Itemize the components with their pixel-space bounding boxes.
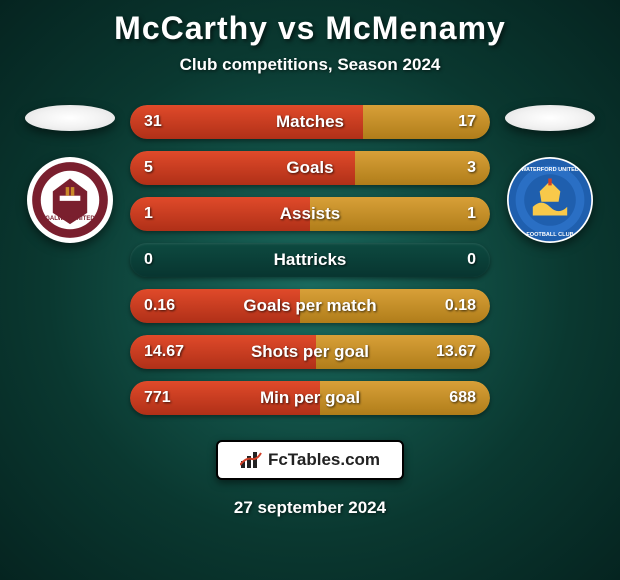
club-badge-right: WATERFORD UNITED FOOTBALL CLUB	[507, 157, 593, 243]
stat-label-row: 0.16 Goals per match 0.18	[130, 289, 490, 323]
main-row: GALWAY UNITED 31Matches175Goals31Assists…	[0, 105, 620, 415]
stat-value-left: 14.67	[144, 343, 184, 361]
stat-value-right: 17	[458, 113, 476, 131]
date-label: 27 september 2024	[234, 498, 386, 518]
stat-row: 0.16 Goals per match 0.18	[130, 289, 490, 323]
stat-value-left: 0	[144, 251, 153, 269]
waterford-united-crest-icon: WATERFORD UNITED FOOTBALL CLUB	[507, 157, 593, 243]
stat-value-right: 0.18	[445, 297, 476, 315]
stat-value-right: 1	[467, 205, 476, 223]
club-badge-left: GALWAY UNITED	[27, 157, 113, 243]
stat-row: 0 Hattricks 0	[130, 243, 490, 277]
stat-label-row: 1 Assists 1	[130, 197, 490, 231]
stat-value-left: 5	[144, 159, 153, 177]
stat-value-right: 13.67	[436, 343, 476, 361]
stat-value-left: 31	[144, 113, 162, 131]
svg-text:WATERFORD UNITED: WATERFORD UNITED	[521, 167, 579, 173]
stat-value-left: 1	[144, 205, 153, 223]
left-side: GALWAY UNITED	[20, 105, 120, 243]
stat-value-right: 0	[467, 251, 476, 269]
right-side: WATERFORD UNITED FOOTBALL CLUB	[500, 105, 600, 243]
stat-name: Matches	[276, 112, 344, 132]
player-right-avatar	[505, 105, 595, 131]
page-title: McCarthy vs McMenamy	[0, 10, 620, 47]
stat-value-left: 771	[144, 389, 171, 407]
stat-value-left: 0.16	[144, 297, 175, 315]
comparison-card: McCarthy vs McMenamy Club competitions, …	[0, 0, 620, 580]
stat-row: 31 Matches 17	[130, 105, 490, 139]
player-left-avatar	[25, 105, 115, 131]
stat-name: Hattricks	[274, 250, 347, 270]
stats-bars: 31Matches175Goals31Assists10Hattricks00.…	[130, 105, 490, 415]
stat-row: 5 Goals 3	[130, 151, 490, 185]
galway-united-crest-icon: GALWAY UNITED	[27, 157, 113, 243]
stat-name: Min per goal	[260, 388, 360, 408]
brand-badge[interactable]: FcTables.com	[216, 440, 404, 480]
stat-value-right: 688	[449, 389, 476, 407]
bar-chart-icon	[240, 451, 262, 469]
footer: FcTables.com 27 september 2024	[0, 440, 620, 518]
page-subtitle: Club competitions, Season 2024	[0, 55, 620, 75]
stat-name: Assists	[280, 204, 340, 224]
stat-name: Goals	[286, 158, 333, 178]
stat-row: 1 Assists 1	[130, 197, 490, 231]
stat-label-row: 5 Goals 3	[130, 151, 490, 185]
stat-value-right: 3	[467, 159, 476, 177]
svg-text:FOOTBALL CLUB: FOOTBALL CLUB	[526, 232, 573, 238]
stat-name: Goals per match	[243, 296, 376, 316]
brand-text: FcTables.com	[268, 450, 380, 470]
stat-label-row: 31 Matches 17	[130, 105, 490, 139]
stat-label-row: 14.67 Shots per goal 13.67	[130, 335, 490, 369]
stat-label-row: 0 Hattricks 0	[130, 243, 490, 277]
svg-text:GALWAY UNITED: GALWAY UNITED	[45, 216, 95, 222]
stat-row: 14.67 Shots per goal 13.67	[130, 335, 490, 369]
stat-row: 771 Min per goal 688	[130, 381, 490, 415]
stat-label-row: 771 Min per goal 688	[130, 381, 490, 415]
stat-name: Shots per goal	[251, 342, 369, 362]
